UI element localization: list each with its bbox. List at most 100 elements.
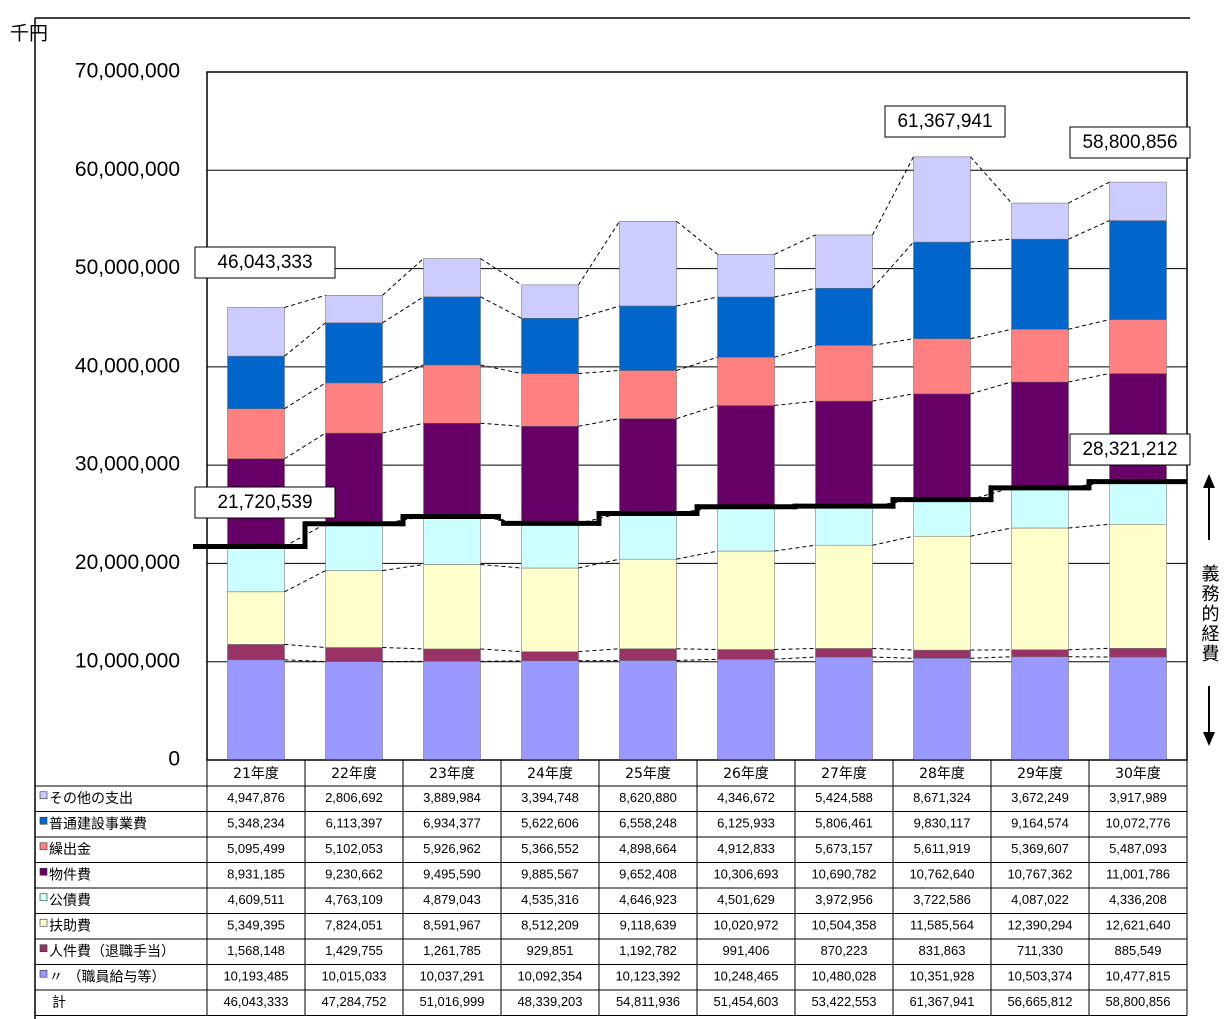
table-cell: 5,487,093 <box>1109 841 1167 856</box>
connector <box>774 400 816 406</box>
connector <box>284 432 326 460</box>
table-cell: 1,261,785 <box>423 943 481 958</box>
connector <box>1068 181 1110 204</box>
connector <box>382 564 424 572</box>
row-header: 〃 （職員給与等） <box>49 968 165 985</box>
callout-text: 28,321,212 <box>1082 439 1177 460</box>
table-cell: 9,230,662 <box>325 867 383 882</box>
table-cell: 8,591,967 <box>423 918 481 933</box>
callout-box <box>884 105 1006 138</box>
x-tick-label: 28年度 <box>919 766 965 782</box>
connector <box>578 418 620 427</box>
connector <box>382 647 424 650</box>
bar-segment <box>325 647 383 662</box>
table-cell: 5,348,234 <box>227 816 285 831</box>
bar-segment <box>1109 524 1167 649</box>
table-cell: 4,501,629 <box>717 892 775 907</box>
table-cell: 9,652,408 <box>619 867 677 882</box>
connector <box>676 658 718 662</box>
bar-segment <box>325 523 383 571</box>
connector <box>1068 220 1110 240</box>
table-cell: 10,767,362 <box>1007 867 1072 882</box>
table-cell: 10,193,485 <box>223 969 288 984</box>
bar-segment <box>423 364 481 424</box>
table-cell: 5,806,461 <box>815 816 873 831</box>
connector <box>872 241 914 289</box>
connector <box>774 287 816 298</box>
bar-segment <box>521 660 579 761</box>
table-cell: 10,477,815 <box>1105 969 1170 984</box>
table-cell: 11,001,786 <box>1106 867 1170 882</box>
table-cell: 3,672,249 <box>1011 790 1069 805</box>
table-cell: 9,885,567 <box>521 867 579 882</box>
connector <box>382 422 424 434</box>
table-cell: 10,123,392 <box>615 969 680 984</box>
table-cell: 6,558,248 <box>619 816 677 831</box>
bar-segment <box>325 295 383 324</box>
y-tick-label: 30,000,000 <box>75 453 180 476</box>
bar-segment <box>227 591 285 645</box>
bar-segment <box>619 513 677 560</box>
bar-segment <box>1011 649 1069 658</box>
bar-segment <box>1011 202 1069 240</box>
table-cell: 3,722,586 <box>913 892 971 907</box>
table-cell: 56,665,812 <box>1007 994 1072 1009</box>
row-header: 扶助費 <box>49 918 91 934</box>
table-cell: 991,406 <box>723 943 770 958</box>
table-cell: 10,503,374 <box>1007 969 1072 984</box>
connector <box>676 405 718 420</box>
x-tick-label: 24年度 <box>527 766 573 782</box>
connector <box>480 364 522 375</box>
bar-segment <box>913 338 971 395</box>
bar-segment <box>913 658 971 761</box>
bar-segment <box>521 373 579 427</box>
table-cell: 6,125,933 <box>717 816 775 831</box>
legend-swatch <box>39 893 48 902</box>
legend-swatch <box>39 918 48 927</box>
table-cell: 4,912,833 <box>717 841 775 856</box>
arrow-head <box>1203 474 1215 488</box>
bar-segment <box>227 355 285 409</box>
x-tick-label: 29年度 <box>1017 766 1063 782</box>
bar-segment <box>619 648 677 661</box>
table-cell: 58,800,856 <box>1105 994 1170 1009</box>
connector <box>970 656 1012 659</box>
connector <box>970 527 1012 537</box>
connector <box>774 234 816 255</box>
table-cell: 3,972,956 <box>815 892 873 907</box>
connector <box>1068 373 1110 383</box>
connector <box>578 648 620 653</box>
y-tick-label: 20,000,000 <box>75 551 180 574</box>
table-cell: 6,113,397 <box>326 816 383 831</box>
bar-segment <box>815 656 873 761</box>
bar-segment <box>815 505 873 546</box>
table-cell: 10,092,354 <box>517 969 582 984</box>
table-cell: 61,367,941 <box>909 994 974 1009</box>
bar-segment <box>227 408 285 459</box>
row-header: 人件費（退職手当） <box>49 944 175 960</box>
table-cell: 5,673,157 <box>815 841 873 856</box>
bar-segment <box>1011 328 1069 383</box>
bar-segment <box>1109 648 1167 658</box>
connector <box>676 296 718 307</box>
table-cell: 10,480,028 <box>811 969 876 984</box>
x-tick-label: 22年度 <box>331 766 377 782</box>
table-cell: 3,889,984 <box>423 790 481 805</box>
connector <box>774 544 816 552</box>
connector <box>578 369 620 375</box>
legend-swatch <box>39 816 48 825</box>
table-cell: 10,072,776 <box>1105 816 1170 831</box>
table-cell: 4,609,511 <box>228 892 285 907</box>
connector <box>480 648 522 653</box>
row-header: 計 <box>52 995 66 1011</box>
bar-segment <box>423 296 481 366</box>
bar-segment <box>717 659 775 761</box>
x-tick-label: 25年度 <box>625 766 671 782</box>
bar-segment <box>619 418 677 514</box>
connector <box>1068 319 1110 330</box>
table-cell: 10,015,033 <box>321 969 386 984</box>
table-cell: 48,339,203 <box>517 994 582 1009</box>
connector <box>774 344 816 358</box>
table-cell: 4,763,109 <box>325 892 383 907</box>
